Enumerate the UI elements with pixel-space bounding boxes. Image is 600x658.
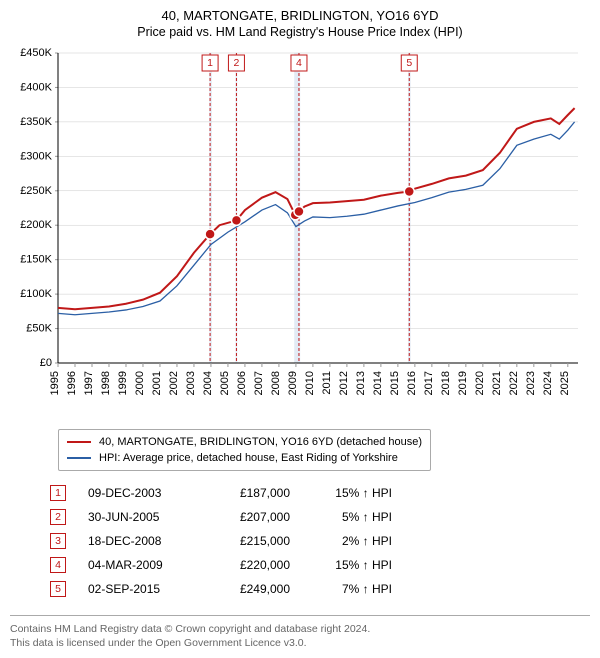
legend-row: HPI: Average price, detached house, East… bbox=[67, 450, 422, 466]
svg-text:£0: £0 bbox=[40, 357, 52, 369]
svg-text:2013: 2013 bbox=[355, 371, 367, 395]
page-root: 40, MARTONGATE, BRIDLINGTON, YO16 6YD Pr… bbox=[0, 0, 600, 658]
svg-text:2: 2 bbox=[234, 57, 240, 69]
sales-table: 1 09-DEC-2003 £187,000 15% ↑ HPI 2 30-JUN-200… bbox=[50, 481, 590, 601]
chart-svg: £0 £50K £100K £150K £200K £250K £300K £350K £400… bbox=[10, 43, 590, 423]
svg-text:2017: 2017 bbox=[423, 371, 435, 395]
svg-text:1998: 1998 bbox=[100, 371, 112, 395]
footer-line-1: Contains HM Land Registry data © Crown c… bbox=[10, 622, 590, 636]
svg-text:£450K: £450K bbox=[20, 47, 52, 59]
sales-row: 3 18-DEC-2008 £215,000 2% ↑ HPI bbox=[50, 529, 590, 553]
svg-text:2002: 2002 bbox=[168, 371, 180, 395]
svg-text:£300K: £300K bbox=[20, 150, 52, 162]
svg-text:2004: 2004 bbox=[202, 371, 214, 395]
svg-text:2014: 2014 bbox=[372, 371, 384, 395]
sale-number-badge: 5 bbox=[50, 581, 66, 597]
svg-text:£150K: £150K bbox=[20, 254, 52, 266]
sale-price: £220,000 bbox=[210, 558, 290, 572]
svg-text:£200K: £200K bbox=[20, 219, 52, 231]
svg-text:1996: 1996 bbox=[66, 371, 78, 395]
sale-date: 02-SEP-2015 bbox=[88, 582, 188, 596]
svg-text:2007: 2007 bbox=[253, 371, 265, 395]
svg-text:2024: 2024 bbox=[542, 371, 554, 395]
sale-number-badge: 2 bbox=[50, 509, 66, 525]
sales-row: 4 04-MAR-2009 £220,000 15% ↑ HPI bbox=[50, 553, 590, 577]
chart: £0 £50K £100K £150K £200K £250K £300K £350K £400… bbox=[10, 43, 590, 423]
footer-line-2: This data is licensed under the Open Gov… bbox=[10, 636, 590, 650]
sales-row: 2 30-JUN-2005 £207,000 5% ↑ HPI bbox=[50, 505, 590, 529]
sale-price: £249,000 bbox=[210, 582, 290, 596]
sale-date: 04-MAR-2009 bbox=[88, 558, 188, 572]
svg-text:2005: 2005 bbox=[219, 371, 231, 395]
svg-text:5: 5 bbox=[406, 57, 412, 69]
svg-text:2001: 2001 bbox=[151, 371, 163, 395]
svg-text:2006: 2006 bbox=[236, 371, 248, 395]
svg-text:2020: 2020 bbox=[474, 371, 486, 395]
sale-price: £207,000 bbox=[210, 510, 290, 524]
svg-text:£400K: £400K bbox=[20, 81, 52, 93]
svg-text:4: 4 bbox=[296, 57, 302, 69]
svg-text:2010: 2010 bbox=[304, 371, 316, 395]
sale-diff: 15% ↑ HPI bbox=[312, 486, 392, 500]
footer: Contains HM Land Registry data © Crown c… bbox=[10, 615, 590, 650]
svg-text:1999: 1999 bbox=[117, 371, 129, 395]
legend: 40, MARTONGATE, BRIDLINGTON, YO16 6YD (d… bbox=[58, 429, 431, 471]
sale-number-badge: 1 bbox=[50, 485, 66, 501]
svg-text:2012: 2012 bbox=[338, 371, 350, 395]
sale-diff: 7% ↑ HPI bbox=[312, 582, 392, 596]
svg-text:2008: 2008 bbox=[270, 371, 282, 395]
sale-diff: 5% ↑ HPI bbox=[312, 510, 392, 524]
legend-label: 40, MARTONGATE, BRIDLINGTON, YO16 6YD (d… bbox=[99, 436, 422, 448]
svg-text:2018: 2018 bbox=[440, 371, 452, 395]
legend-swatch bbox=[67, 441, 91, 443]
sale-diff: 15% ↑ HPI bbox=[312, 558, 392, 572]
svg-text:2009: 2009 bbox=[287, 371, 299, 395]
svg-text:2022: 2022 bbox=[508, 371, 520, 395]
svg-text:1: 1 bbox=[207, 57, 213, 69]
sale-diff: 2% ↑ HPI bbox=[312, 534, 392, 548]
svg-text:1995: 1995 bbox=[49, 371, 61, 395]
svg-text:2016: 2016 bbox=[406, 371, 418, 395]
svg-text:2025: 2025 bbox=[559, 371, 571, 395]
svg-text:2021: 2021 bbox=[491, 371, 503, 395]
legend-label: HPI: Average price, detached house, East… bbox=[99, 452, 398, 464]
svg-text:2011: 2011 bbox=[321, 371, 333, 395]
svg-text:2019: 2019 bbox=[457, 371, 469, 395]
svg-text:2003: 2003 bbox=[185, 371, 197, 395]
svg-text:£350K: £350K bbox=[20, 116, 52, 128]
sale-date: 18-DEC-2008 bbox=[88, 534, 188, 548]
sale-price: £187,000 bbox=[210, 486, 290, 500]
title-block: 40, MARTONGATE, BRIDLINGTON, YO16 6YD Pr… bbox=[10, 8, 590, 39]
page-subtitle: Price paid vs. HM Land Registry's House … bbox=[10, 25, 590, 39]
sale-number-badge: 3 bbox=[50, 533, 66, 549]
sale-date: 30-JUN-2005 bbox=[88, 510, 188, 524]
svg-text:1997: 1997 bbox=[83, 371, 95, 395]
sales-row: 5 02-SEP-2015 £249,000 7% ↑ HPI bbox=[50, 577, 590, 601]
svg-text:£100K: £100K bbox=[20, 288, 52, 300]
svg-text:£50K: £50K bbox=[26, 323, 52, 335]
svg-text:2000: 2000 bbox=[134, 371, 146, 395]
legend-row: 40, MARTONGATE, BRIDLINGTON, YO16 6YD (d… bbox=[67, 434, 422, 450]
svg-text:2015: 2015 bbox=[389, 371, 401, 395]
sale-number-badge: 4 bbox=[50, 557, 66, 573]
page-title: 40, MARTONGATE, BRIDLINGTON, YO16 6YD bbox=[10, 8, 590, 23]
legend-swatch bbox=[67, 457, 91, 459]
svg-text:£250K: £250K bbox=[20, 185, 52, 197]
sales-row: 1 09-DEC-2003 £187,000 15% ↑ HPI bbox=[50, 481, 590, 505]
svg-text:2023: 2023 bbox=[525, 371, 537, 395]
sale-price: £215,000 bbox=[210, 534, 290, 548]
sale-date: 09-DEC-2003 bbox=[88, 486, 188, 500]
